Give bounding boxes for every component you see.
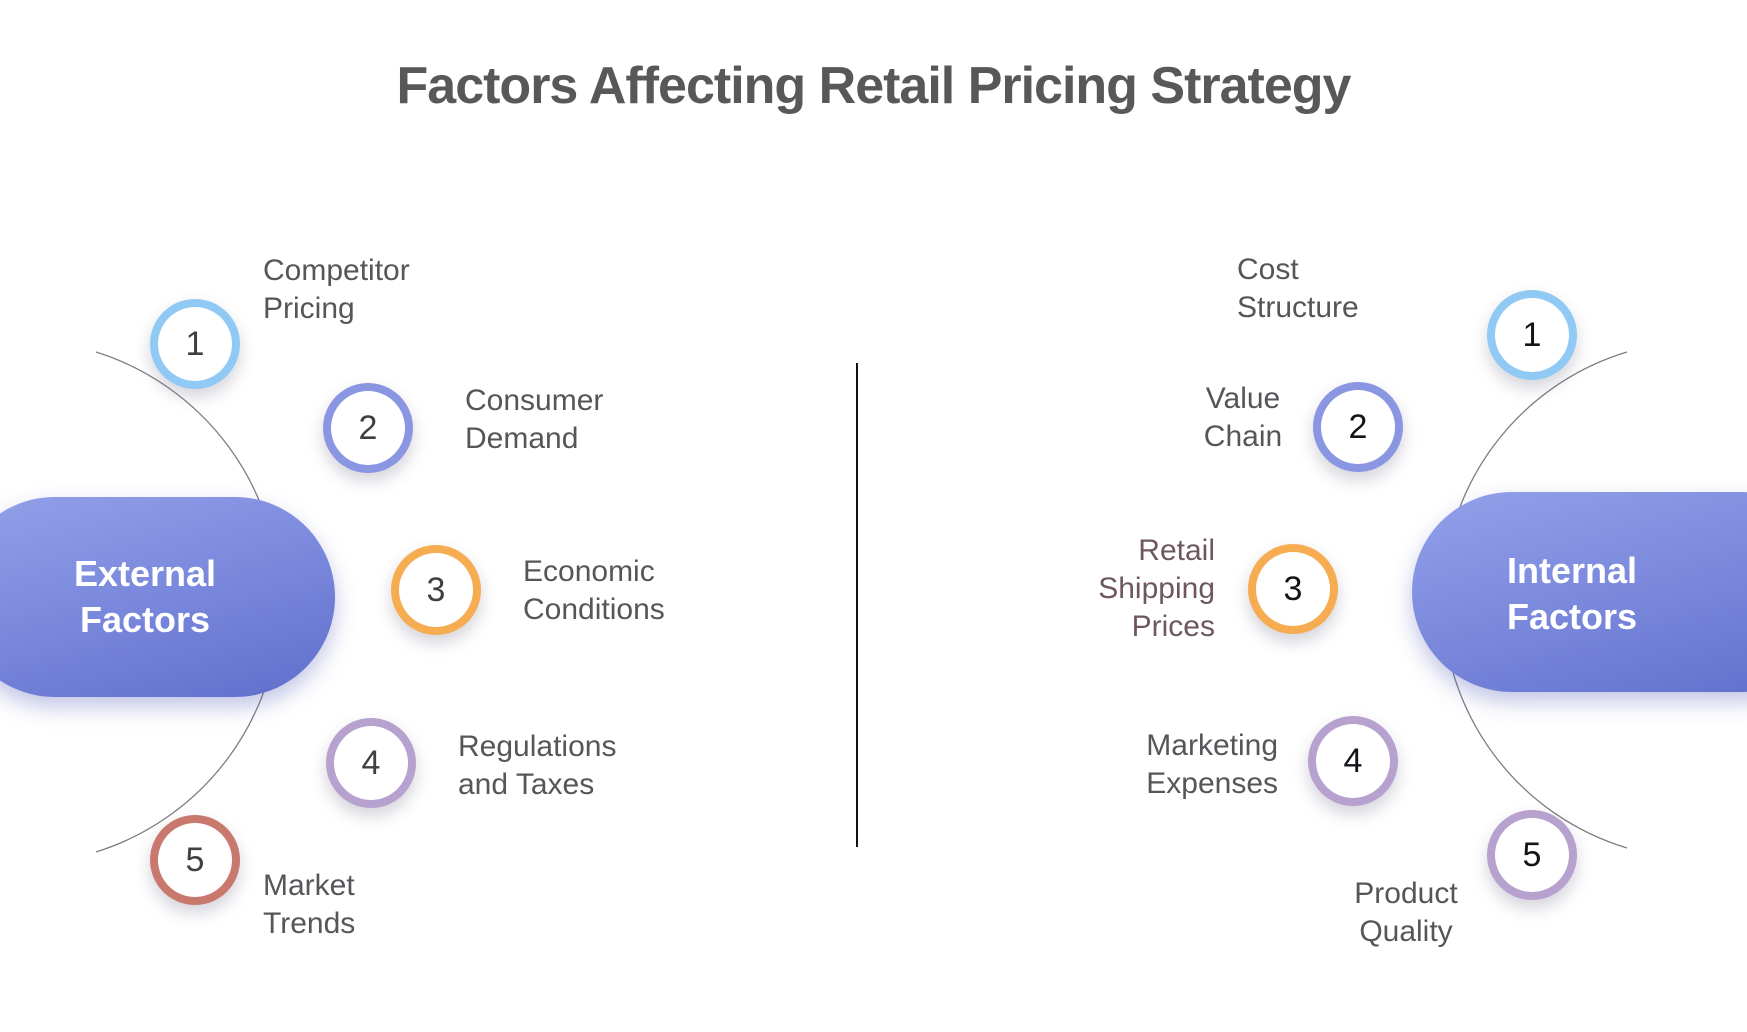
external-step-circle-4: 4 xyxy=(326,718,416,808)
internal-step-circle-3: 3 xyxy=(1248,544,1338,634)
external-step-number-2: 2 xyxy=(358,409,378,447)
external-step-circle-4-inner: 4 xyxy=(334,726,408,800)
external-step-circle-2: 2 xyxy=(323,383,413,473)
internal-step-number-5: 5 xyxy=(1522,836,1542,874)
external-step-number-4: 4 xyxy=(361,744,381,782)
internal-factors-pill-label: Internal Factors xyxy=(1506,550,1638,637)
external-step-label-2: Consumer Demand xyxy=(465,384,604,455)
external-factors-pill xyxy=(0,497,335,697)
external-step-number-3: 3 xyxy=(426,571,446,609)
internal-step-label-4: Marketing Expenses xyxy=(1146,729,1278,800)
internal-step-label-1: Cost Structure xyxy=(1237,253,1359,324)
internal-step-circle-3-inner: 3 xyxy=(1256,552,1330,626)
external-step-label-3: Economic Conditions xyxy=(523,555,665,626)
external-step-circle-3: 3 xyxy=(391,545,481,635)
external-factors-pill-label: External Factors xyxy=(73,553,217,640)
external-step-circle-1-inner: 1 xyxy=(158,307,232,381)
internal-step-number-4: 4 xyxy=(1343,742,1363,780)
center-divider-line xyxy=(856,363,858,847)
external-step-circle-5: 5 xyxy=(150,815,240,905)
internal-step-circle-2: 2 xyxy=(1313,382,1403,472)
external-step-label-4: Regulations and Taxes xyxy=(458,730,617,801)
internal-step-circle-5: 5 xyxy=(1487,810,1577,900)
internal-step-circle-1-inner: 1 xyxy=(1495,298,1569,372)
external-step-label-5: Market Trends xyxy=(263,869,356,940)
internal-step-circle-2-inner: 2 xyxy=(1321,390,1395,464)
external-step-circle-3-inner: 3 xyxy=(399,553,473,627)
internal-step-circle-1: 1 xyxy=(1487,290,1577,380)
internal-step-label-2: Value Chain xyxy=(1203,382,1283,453)
external-step-label-1: Competitor Pricing xyxy=(263,254,410,325)
internal-step-number-2: 2 xyxy=(1348,408,1368,446)
external-step-number-5: 5 xyxy=(185,841,205,879)
external-step-number-1: 1 xyxy=(185,325,205,363)
external-step-circle-1: 1 xyxy=(150,299,240,389)
internal-step-circle-5-inner: 5 xyxy=(1495,818,1569,892)
internal-factors-pill xyxy=(1412,492,1747,692)
internal-step-circle-4-inner: 4 xyxy=(1316,724,1390,798)
page-title: Factors Affecting Retail Pricing Strateg… xyxy=(396,57,1352,115)
internal-step-number-3: 3 xyxy=(1283,570,1303,608)
external-step-circle-5-inner: 5 xyxy=(158,823,232,897)
internal-step-number-1: 1 xyxy=(1522,316,1542,354)
internal-step-circle-4: 4 xyxy=(1308,716,1398,806)
external-step-circle-2-inner: 2 xyxy=(331,391,405,465)
internal-step-label-5: Product Quality xyxy=(1354,877,1458,948)
internal-step-label-3: Retail Shipping Prices xyxy=(1098,534,1215,643)
